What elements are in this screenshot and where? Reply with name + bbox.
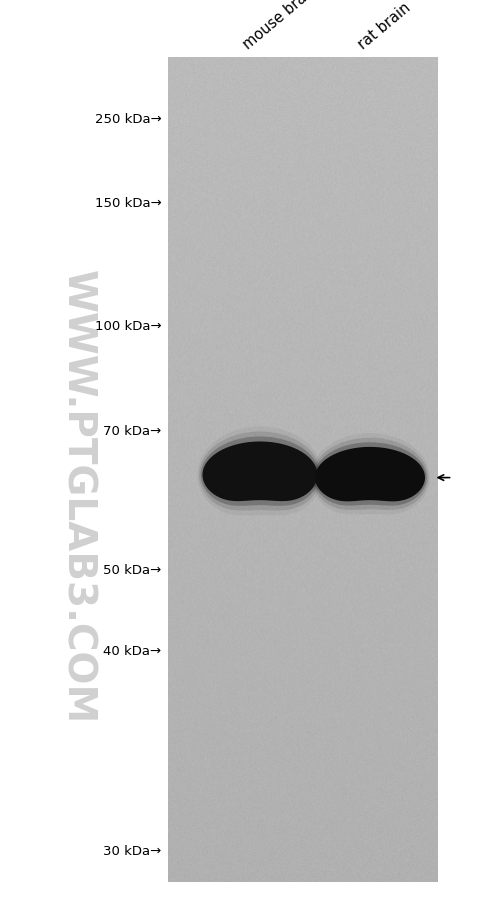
Text: mouse brain: mouse brain [240,0,320,52]
Text: rat brain: rat brain [356,0,414,52]
Polygon shape [199,432,321,511]
Text: 250 kDa→: 250 kDa→ [95,113,162,125]
Text: 150 kDa→: 150 kDa→ [95,197,162,209]
Polygon shape [315,447,425,502]
Polygon shape [198,427,322,516]
Polygon shape [312,438,428,511]
Polygon shape [201,437,319,506]
Text: 100 kDa→: 100 kDa→ [95,320,162,333]
Text: 50 kDa→: 50 kDa→ [104,564,162,576]
Text: 40 kDa→: 40 kDa→ [104,645,162,658]
Text: 70 kDa→: 70 kDa→ [104,425,162,437]
Text: WWW.PTGLAB3.COM: WWW.PTGLAB3.COM [58,269,96,723]
Polygon shape [310,434,430,515]
Text: 30 kDa→: 30 kDa→ [104,844,162,857]
Polygon shape [314,443,426,506]
Polygon shape [202,442,318,502]
